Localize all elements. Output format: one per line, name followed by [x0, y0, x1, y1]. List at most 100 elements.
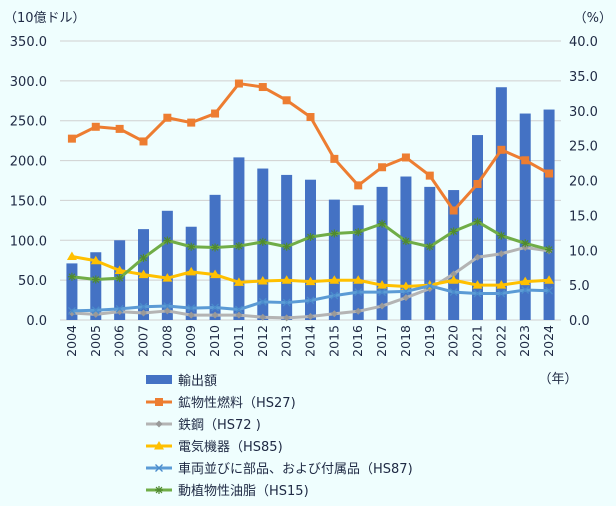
left-tick-label: 150.0 [10, 194, 47, 209]
legend-label: 電気機器（HS85) [178, 439, 283, 455]
marker-triangle [281, 275, 292, 284]
marker-square [449, 206, 458, 215]
left-tick-label: 50.0 [18, 274, 47, 289]
marker-diamond [450, 270, 458, 278]
bar-export-2005 [90, 252, 102, 320]
year-label: 2009 [183, 325, 198, 357]
marker-diamond [307, 313, 314, 321]
marker-x [234, 305, 243, 314]
year-label: 2013 [279, 325, 294, 357]
marker-triangle [138, 269, 149, 279]
marker-star [115, 274, 124, 283]
marker-star [163, 236, 172, 245]
year-label: 2011 [231, 325, 246, 357]
x-axis-unit: （年） [538, 372, 577, 387]
bar-export-2010 [209, 194, 221, 320]
year-label: 2017 [374, 325, 389, 357]
marker-square [155, 398, 163, 406]
legend-item: 車両並びに部品、および付属品（HS87) [146, 462, 413, 477]
bar-export-2008 [161, 210, 173, 320]
legend-swatch [146, 375, 172, 384]
marker-diamond [497, 250, 505, 258]
legend-label: 鉄鋼（HS72 ) [178, 418, 261, 433]
right-axis-unit: （%） [574, 11, 612, 26]
marker-square [115, 124, 124, 133]
marker-diamond [474, 253, 481, 261]
right-tick-label: 20.0 [569, 175, 598, 190]
year-label: 2007 [136, 325, 151, 357]
marker-triangle [114, 265, 125, 274]
marker-star [155, 486, 163, 494]
year-label: 2006 [112, 325, 127, 357]
marker-x [449, 288, 458, 297]
marker-star [449, 227, 458, 236]
legend-label: 輸出額 [178, 374, 217, 389]
marker-star [354, 228, 363, 237]
year-label: 2021 [470, 325, 485, 357]
marker-star [91, 275, 100, 284]
year-label: 2010 [207, 325, 222, 357]
left-tick-label: 250.0 [10, 115, 47, 130]
marker-square [234, 79, 243, 88]
marker-x [67, 306, 76, 315]
marker-diamond [330, 310, 338, 318]
marker-square [211, 109, 220, 118]
right-tick-label: 35.0 [569, 70, 598, 85]
marker-star [545, 245, 554, 254]
marker-triangle [66, 251, 77, 261]
marker-triangle [448, 275, 459, 284]
year-label: 2016 [350, 325, 365, 357]
bar-export-2019 [424, 186, 436, 320]
marker-triangle [210, 269, 221, 279]
marker-star [258, 237, 267, 246]
marker-square [67, 134, 76, 143]
marker-x [258, 297, 267, 306]
marker-x [425, 281, 434, 290]
bar-export-2021 [472, 135, 483, 320]
year-label: 2008 [159, 325, 174, 357]
series-3 [67, 281, 554, 315]
marker-diamond [378, 302, 386, 310]
marker-square [330, 154, 339, 163]
marker-x [91, 306, 100, 315]
legend-item: 鉱物性燃料（HS27) [146, 395, 296, 411]
legend-label: 車両並びに部品、および付属品（HS87) [178, 462, 413, 477]
year-label: 2012 [255, 325, 270, 357]
marker-diamond [354, 307, 362, 315]
marker-triangle [329, 275, 340, 284]
bar-export-2011 [233, 157, 245, 320]
marker-triangle [90, 255, 101, 265]
right-tick-label: 25.0 [569, 140, 598, 155]
marker-square [473, 179, 482, 188]
marker-x [306, 296, 315, 305]
marker-diamond [211, 311, 219, 319]
marker-x [354, 288, 363, 297]
left-tick-label: 100.0 [10, 234, 47, 249]
marker-square [354, 181, 363, 190]
bar-export-2014 [305, 179, 316, 320]
marker-star [187, 242, 196, 251]
marker-square [163, 113, 172, 122]
marker-star [67, 272, 76, 281]
right-tick-label: 0.0 [569, 314, 590, 329]
bar-export-2004 [66, 263, 78, 320]
marker-x [115, 304, 124, 313]
marker-star [378, 219, 387, 228]
right-tick-label: 15.0 [569, 209, 598, 224]
bar-export-2017 [376, 186, 388, 320]
marker-square [282, 96, 291, 105]
year-label: 2019 [422, 325, 437, 357]
marker-x [282, 298, 291, 307]
marker-star [497, 231, 506, 240]
marker-star [306, 232, 315, 241]
year-label: 2018 [398, 325, 413, 357]
marker-star [401, 237, 410, 246]
series-0 [67, 79, 554, 215]
marker-star [282, 242, 291, 251]
marker-diamond [283, 314, 291, 322]
marker-triangle [233, 277, 244, 286]
marker-x [187, 304, 196, 313]
legend-label: 動植物性油脂（HS15) [178, 484, 309, 499]
left-axis-unit: （10億ドル） [4, 10, 86, 26]
